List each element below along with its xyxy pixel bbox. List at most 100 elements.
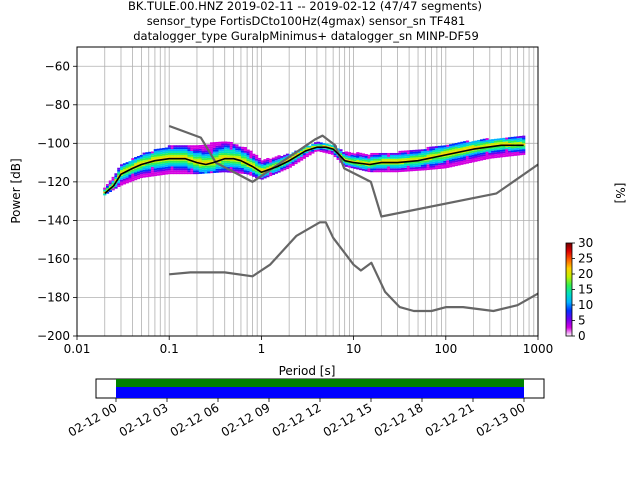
density-cell (235, 144, 239, 147)
density-cell (454, 148, 458, 151)
density-cell (465, 142, 470, 145)
density-cell (201, 158, 205, 161)
density-cell (263, 161, 267, 164)
density-cell (311, 151, 315, 154)
density-cell (423, 168, 427, 171)
density-cell (446, 144, 450, 147)
density-cell (215, 141, 219, 144)
density-cell (463, 144, 467, 147)
density-cell (181, 152, 186, 155)
density-cell (274, 171, 278, 174)
density-cell (103, 187, 107, 190)
density-cell (513, 150, 517, 152)
density-cell (429, 162, 433, 165)
density-cell (176, 152, 180, 155)
density-cell (108, 184, 112, 187)
density-cell (493, 156, 498, 159)
density-cell (170, 164, 174, 167)
y-tick-label: −200 (37, 329, 70, 343)
density-cell (229, 141, 233, 144)
density-cell (165, 162, 169, 165)
density-cell (120, 166, 124, 169)
density-cell (297, 156, 301, 159)
density-cell (412, 153, 416, 156)
density-cell (269, 174, 273, 177)
density-cell (221, 153, 225, 156)
density-cell (477, 151, 481, 154)
density-cell (226, 143, 231, 146)
density-cell (457, 163, 461, 166)
density-cell (387, 166, 391, 169)
density-cell (148, 174, 152, 177)
density-cell (446, 154, 450, 157)
density-cell (384, 154, 388, 157)
density-cell (302, 156, 306, 159)
density-cell (131, 169, 135, 172)
plot-frame (76, 46, 539, 337)
density-cell (367, 170, 371, 173)
density-cell (134, 176, 138, 179)
density-cell (153, 151, 157, 153)
density-cell (218, 160, 222, 163)
density-cell (243, 158, 247, 161)
density-cell (440, 162, 444, 165)
density-cell (387, 160, 391, 163)
density-cell (136, 177, 141, 180)
density-cell (474, 157, 478, 160)
density-cell (347, 159, 351, 162)
density-cell (224, 168, 228, 171)
density-cell (516, 145, 520, 148)
density-cell (162, 172, 166, 175)
density-cell (277, 166, 281, 169)
density-cell (153, 154, 157, 157)
density-cell (165, 151, 169, 154)
density-cell (454, 144, 458, 147)
density-cell (221, 168, 225, 171)
density-cell (224, 160, 228, 163)
density-cell (302, 147, 306, 150)
density-cell (330, 148, 335, 151)
density-cell (395, 160, 399, 163)
density-cell (198, 150, 202, 153)
density-cell (173, 166, 177, 169)
density-cell (190, 162, 194, 165)
density-cell (454, 152, 458, 155)
density-cell (165, 166, 169, 169)
density-cell (181, 149, 186, 152)
y-tick-label: −180 (37, 290, 70, 304)
density-cell (131, 175, 135, 178)
density-cell (434, 157, 439, 160)
density-cell (426, 148, 430, 151)
density-cell (254, 164, 259, 167)
density-cell (232, 147, 236, 150)
density-cell (375, 164, 380, 167)
density-cell (204, 160, 208, 162)
density-cell (156, 164, 160, 167)
density-cell (229, 149, 233, 152)
density-cell (449, 155, 453, 158)
density-cell (212, 167, 217, 170)
density-cell (395, 158, 399, 161)
density-cell (277, 157, 281, 160)
density-cell (125, 177, 129, 180)
density-cell (156, 173, 160, 176)
density-cell (434, 165, 439, 168)
density-cell (468, 161, 472, 164)
density-cell (505, 154, 509, 157)
density-cell (451, 149, 456, 152)
density-cell (370, 168, 374, 171)
density-cell (210, 148, 214, 151)
density-cell (128, 176, 132, 179)
density-cell (477, 149, 481, 152)
density-cell (387, 152, 391, 155)
density-cell (176, 170, 180, 173)
density-cell (229, 151, 233, 154)
density-cell (266, 159, 270, 162)
density-cell (263, 166, 267, 169)
density-cell (418, 157, 422, 160)
density-cell (198, 145, 202, 147)
density-cell (344, 155, 349, 158)
density-cell (201, 164, 205, 167)
density-cell (125, 162, 129, 165)
density-cell (418, 155, 422, 158)
